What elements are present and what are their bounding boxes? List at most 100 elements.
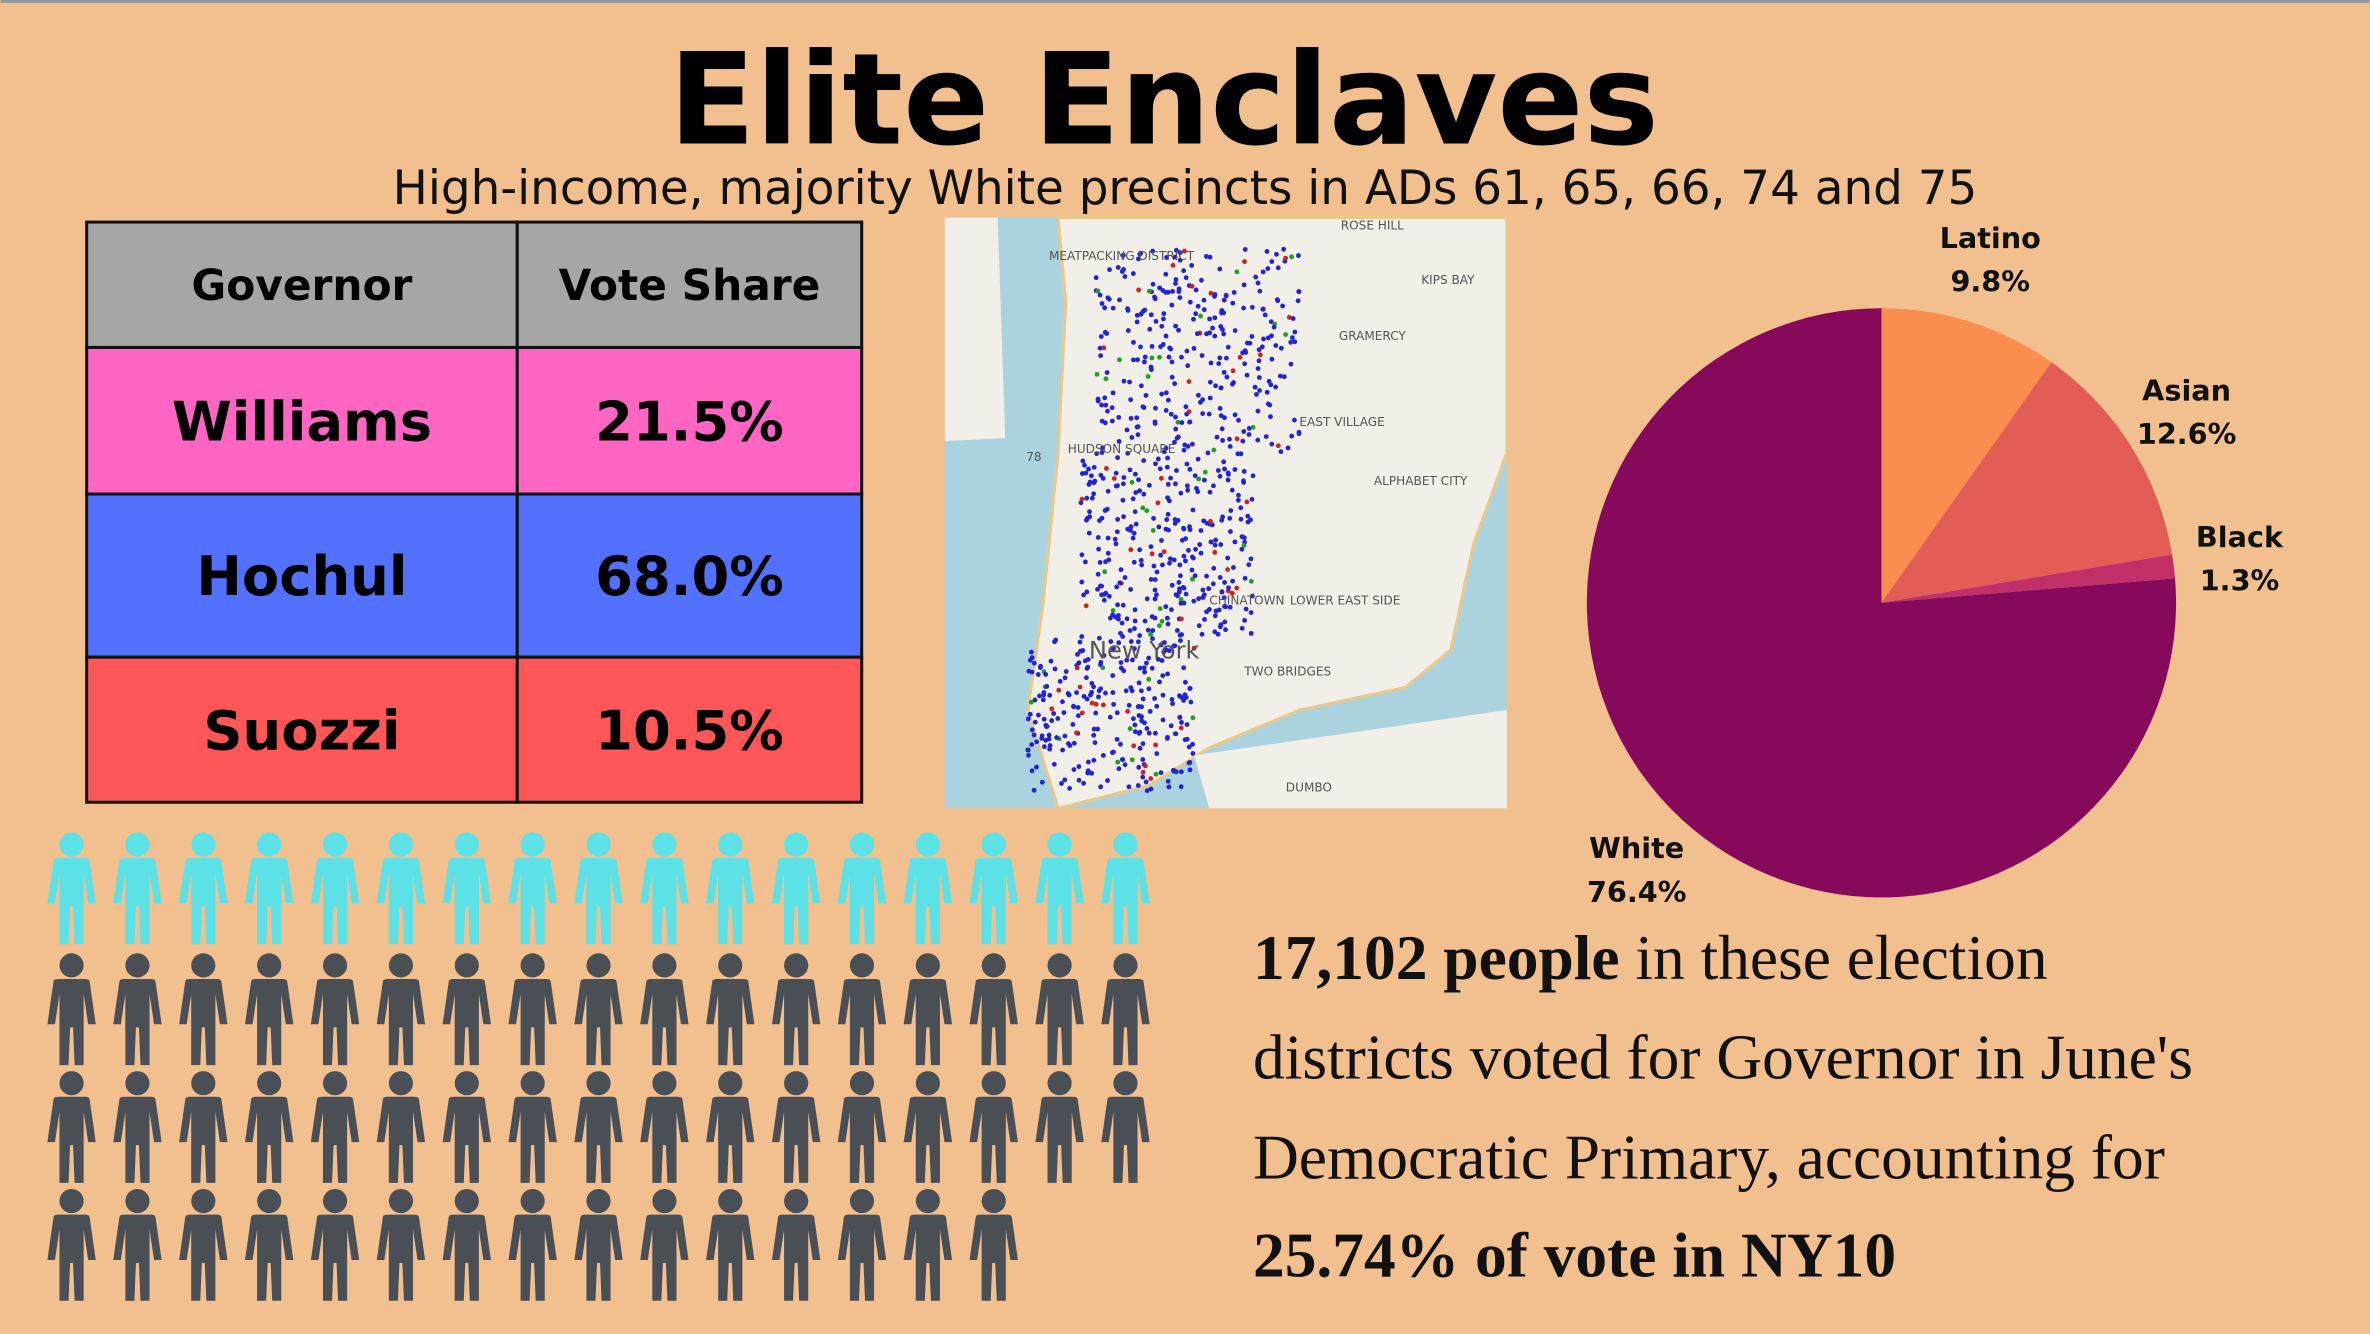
person-icon	[903, 953, 953, 1066]
precinct-dot	[1091, 726, 1097, 732]
precinct-dot	[1236, 492, 1241, 498]
precinct-dot	[1051, 761, 1057, 767]
precinct-dot	[1093, 701, 1099, 707]
precinct-dot	[1188, 699, 1194, 705]
precinct-dot	[1093, 710, 1099, 716]
precinct-dot	[1146, 288, 1152, 294]
precinct-dot	[1170, 288, 1175, 294]
precinct-dot	[1159, 658, 1165, 663]
precinct-dot	[1191, 346, 1197, 351]
precinct-dot	[1218, 542, 1224, 547]
precinct-dot	[1274, 297, 1280, 303]
person-head	[388, 1071, 414, 1096]
precinct-dot	[1136, 764, 1142, 770]
precinct-dot	[1140, 404, 1146, 410]
precinct-dot	[1157, 354, 1162, 360]
map-label: DUMBO	[1286, 781, 1332, 795]
precinct-dot	[1099, 402, 1105, 408]
precinct-dot	[1230, 300, 1236, 306]
precinct-dot	[1044, 683, 1050, 689]
precinct-dot	[1100, 445, 1106, 451]
precinct-dot	[1116, 357, 1122, 363]
person-body	[376, 1214, 426, 1301]
precinct-dot	[1116, 613, 1121, 618]
precinct-dot	[1113, 483, 1119, 489]
precinct-dot	[1181, 553, 1187, 559]
precinct-dot	[1208, 539, 1214, 545]
precinct-dot	[1165, 778, 1171, 784]
table-cell	[85, 345, 519, 496]
precinct-dot	[1140, 505, 1146, 511]
precinct-dot	[1092, 478, 1098, 484]
precinct-dot	[1150, 281, 1156, 287]
precinct-dot	[1140, 774, 1146, 780]
precinct-dot	[1221, 331, 1227, 337]
precinct-dot	[1105, 550, 1111, 556]
person-body	[574, 1214, 623, 1301]
precinct-dot	[1148, 577, 1154, 582]
person-head	[1047, 1071, 1072, 1096]
person-icon	[310, 1188, 360, 1301]
precinct-dot	[1264, 389, 1270, 395]
precinct-dot	[1234, 269, 1240, 275]
precinct-dot	[1274, 251, 1279, 257]
summary-line: districts voted for Governor in June's	[1253, 1022, 2193, 1093]
person-body	[706, 858, 755, 945]
precinct-dot	[1264, 249, 1270, 254]
precinct-dot	[1288, 361, 1294, 367]
precinct-dot	[1177, 714, 1183, 720]
person-head	[1047, 953, 1072, 978]
precinct-dot	[1221, 459, 1227, 465]
person-icon	[903, 1071, 953, 1183]
precinct-dot	[1118, 567, 1124, 573]
precinct-dot	[1161, 316, 1166, 322]
precinct-dot	[1191, 645, 1197, 651]
person-head	[915, 953, 940, 978]
precinct-dot	[1148, 776, 1154, 781]
precinct-dot	[1114, 736, 1120, 742]
precinct-dot	[1195, 303, 1201, 309]
precinct-dot	[1127, 379, 1133, 385]
precinct-dot	[1116, 640, 1122, 646]
person-icon	[1035, 832, 1084, 945]
precinct-dot	[1183, 591, 1189, 597]
precinct-dot	[1149, 344, 1155, 349]
precinct-dot	[1137, 633, 1143, 638]
precinct-dot	[1116, 439, 1122, 444]
map-label: LOWER EAST SIDE	[1290, 593, 1401, 607]
precinct-dot	[1211, 447, 1217, 453]
precinct-dot	[1255, 280, 1261, 286]
person-body	[837, 1096, 887, 1183]
table-cell	[85, 220, 519, 349]
precinct-dot	[1178, 725, 1184, 731]
precinct-dot	[1182, 248, 1187, 254]
precinct-dot	[1079, 552, 1085, 558]
precinct-dot	[1256, 375, 1262, 380]
map	[944, 216, 1509, 811]
person-icon	[640, 1071, 689, 1183]
person-head	[652, 1188, 677, 1214]
precinct-dot	[1084, 495, 1090, 501]
precinct-dot	[1222, 579, 1228, 585]
precinct-dot	[1075, 713, 1081, 719]
precinct-dot	[1062, 675, 1068, 681]
precinct-dot	[1103, 690, 1108, 696]
precinct-dot	[1132, 471, 1138, 477]
precinct-dot	[1161, 549, 1167, 555]
precinct-dot	[1218, 385, 1224, 391]
precinct-dot	[1238, 505, 1244, 511]
precinct-dot	[1198, 528, 1204, 533]
precinct-dot	[1181, 447, 1187, 453]
precinct-dot	[1227, 604, 1233, 610]
person-icon	[1101, 832, 1150, 945]
precinct-dot	[1035, 672, 1041, 677]
precinct-dot	[1106, 296, 1112, 302]
precinct-dot	[1115, 602, 1120, 608]
precinct-dot	[1127, 628, 1133, 633]
precinct-dot	[1166, 498, 1172, 504]
precinct-dot	[1195, 392, 1201, 398]
precinct-dot	[1079, 471, 1085, 476]
map-label: MEATPACKING DISTRICT	[1049, 249, 1195, 263]
precinct-dot	[1134, 319, 1140, 325]
pie-value-label: 1.3%	[2200, 564, 2280, 598]
